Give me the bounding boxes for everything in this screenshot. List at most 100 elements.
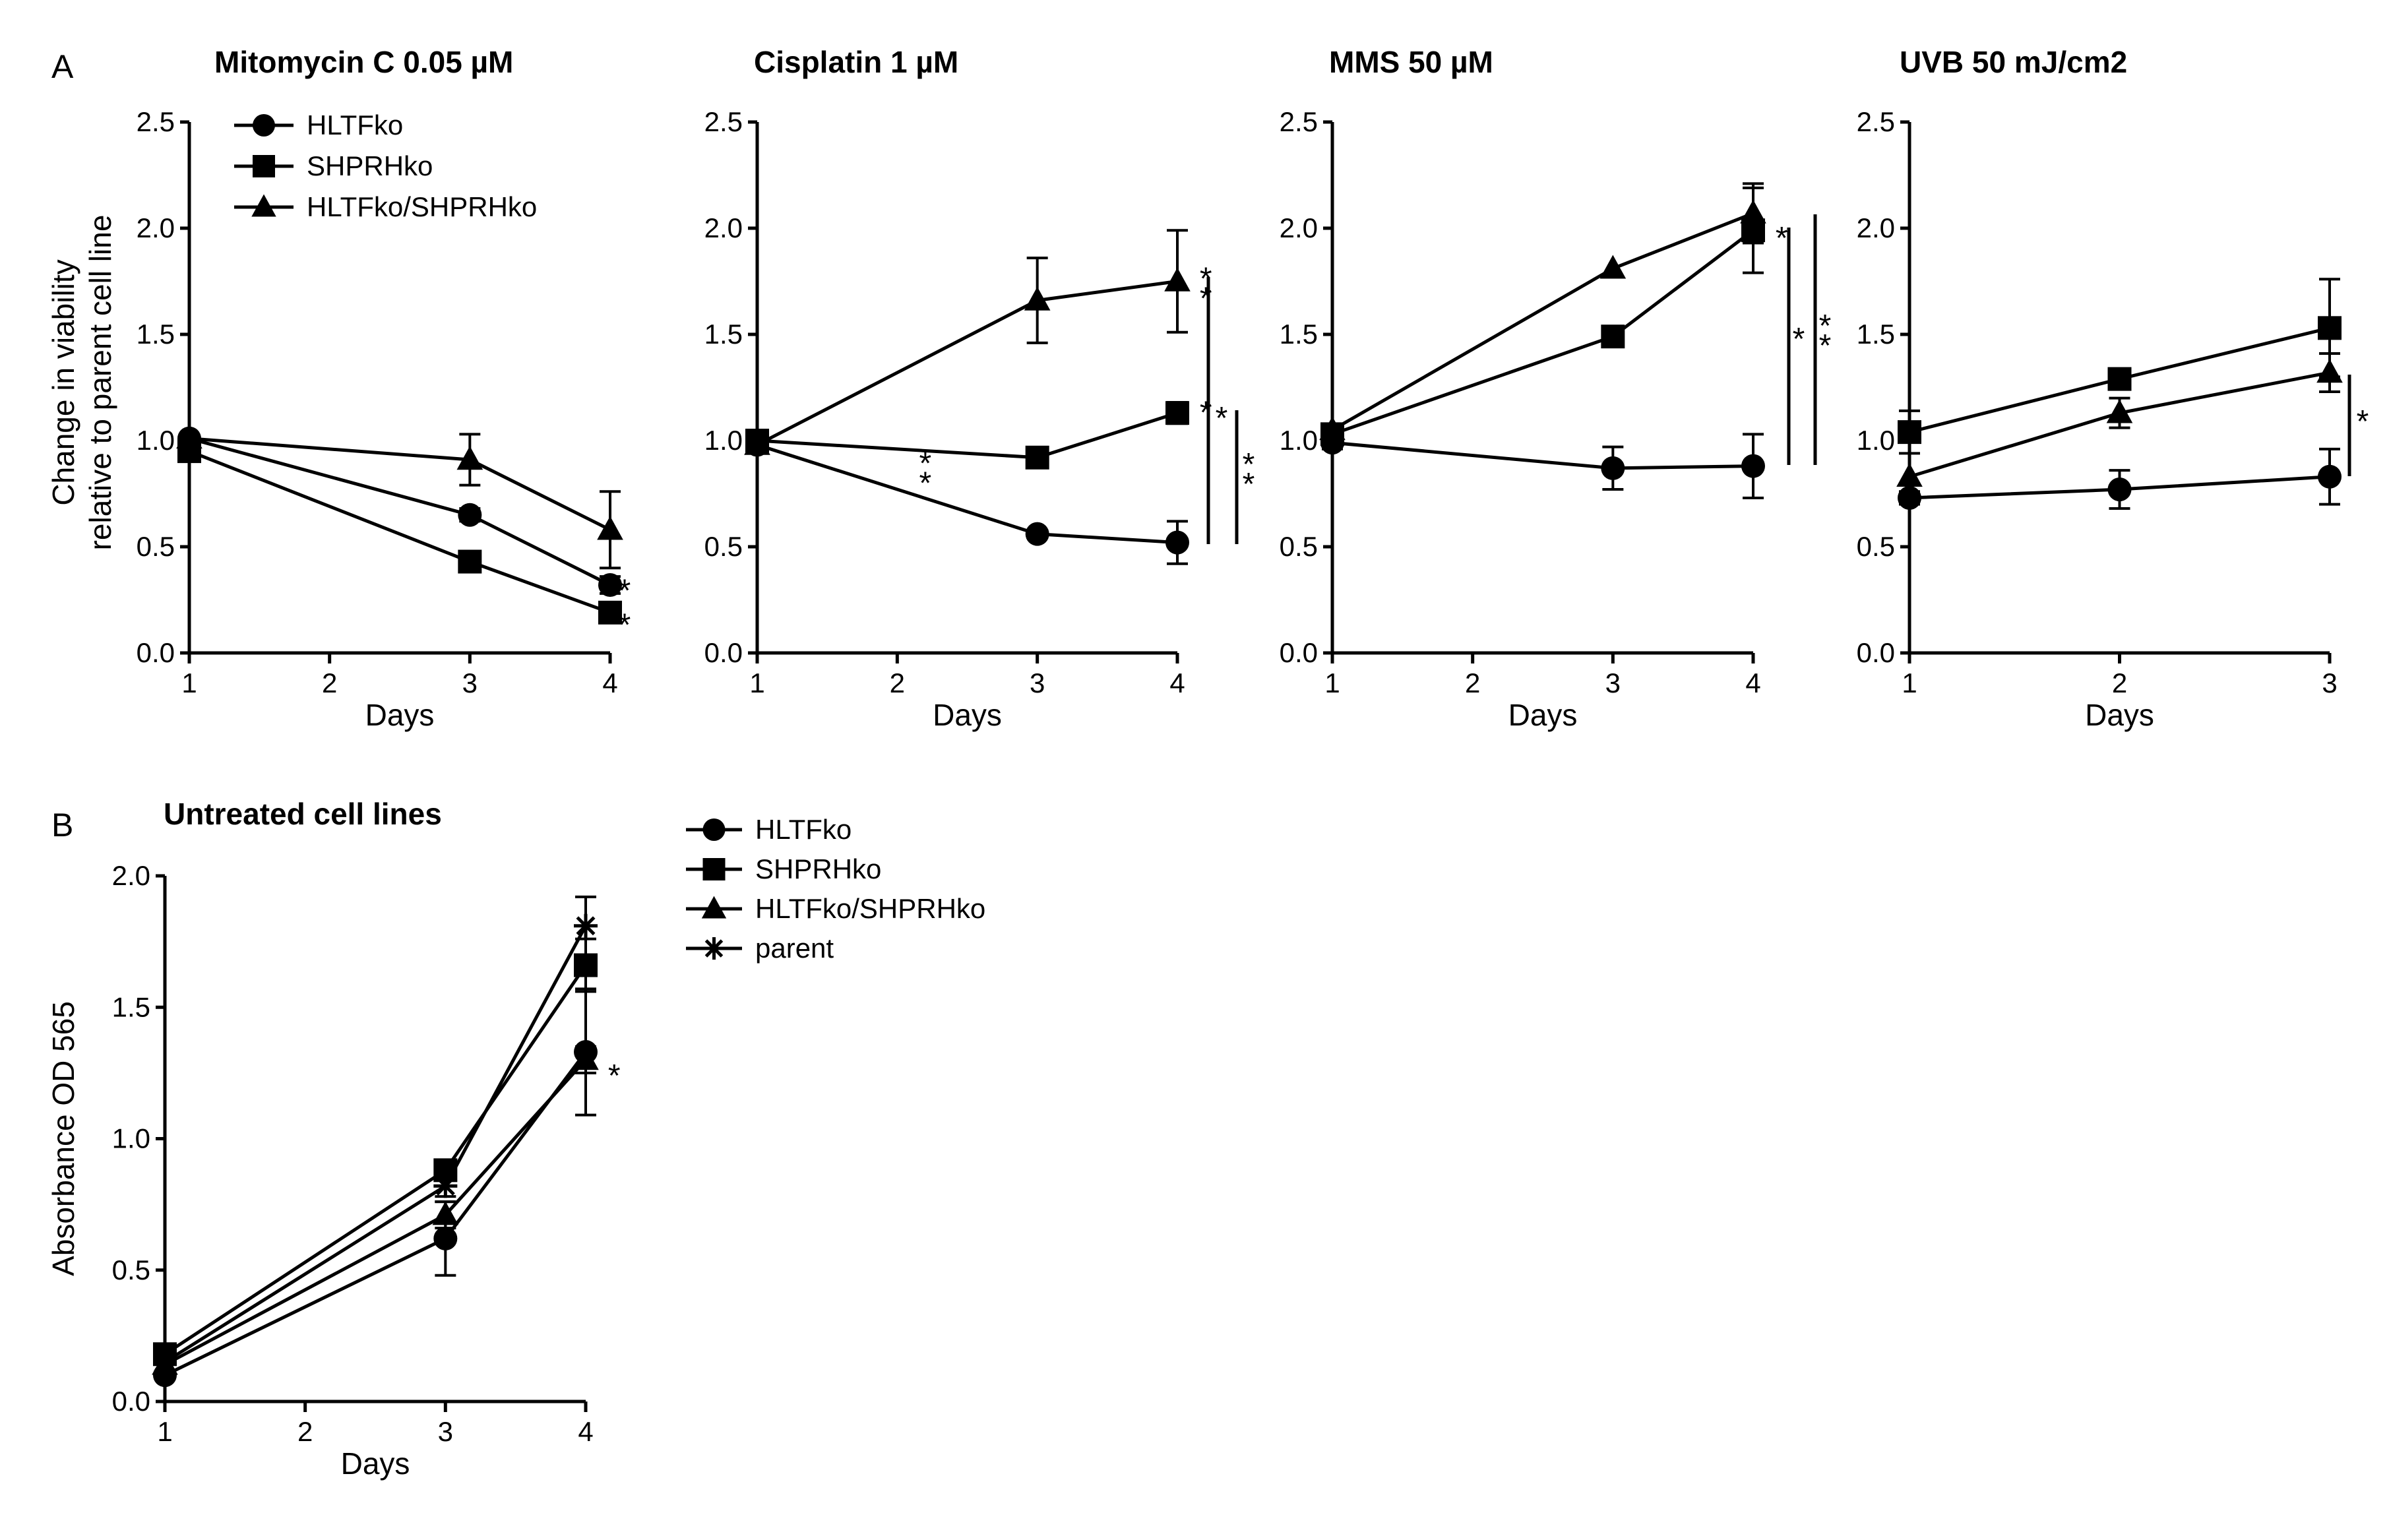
data-point: [433, 1174, 458, 1198]
legend-b-marker-0: [702, 818, 726, 841]
legend-b-label-hltfko: HLTFko: [755, 814, 852, 845]
chart-3-x-tick-label: 2: [2112, 667, 2127, 698]
significance-mark: *: [1200, 282, 1212, 317]
data-point: [2316, 359, 2343, 383]
chart-3-x-label: Days: [2085, 698, 2154, 732]
series-line: [757, 443, 1178, 545]
data-point: [598, 600, 622, 625]
data-point: [1024, 286, 1051, 311]
series-line: [164, 925, 588, 1364]
legend-b-label-parent: parent: [755, 933, 834, 964]
chart-4: Untreated cell lines 0.0 0.5 1.0 1.5 2.0 1 2 3 4 D…: [46, 797, 621, 1481]
significance-mark: *: [1776, 221, 1788, 256]
series-line: [189, 437, 611, 587]
chart-3-y-tick-label: 2.5: [1857, 106, 1895, 137]
panel-label-b: B: [51, 807, 73, 844]
legend-b-label-shprhko: SHPRHko: [755, 853, 881, 884]
chart-0-series-hltfko: [177, 426, 622, 597]
comparison-brackets: **** ***: [1206, 214, 2369, 544]
chart-0-x-label: Days: [365, 698, 435, 732]
chart-4-x-tick-label: 4: [578, 1416, 593, 1447]
chart-0-x-tick-label: 3: [462, 667, 478, 698]
series-line: [189, 437, 611, 532]
chart-3-title: UVB 50 mJ/cm2: [1900, 45, 2127, 79]
data-point: [1165, 401, 1189, 425]
legend-b-marker-2: [701, 896, 727, 919]
data-point: [456, 446, 483, 470]
chart-0-x-tick-label: 1: [181, 667, 197, 698]
chart-4-y-tick-label: 0.0: [112, 1386, 150, 1417]
data-point: [1164, 267, 1191, 292]
data-point: [2107, 367, 2132, 391]
chart-1-title: Cisplatin 1 µM: [754, 45, 958, 79]
chart-3-series-hltfko: [1898, 447, 2342, 510]
series-line: [164, 1059, 587, 1367]
data-point: [1601, 456, 1625, 480]
chart-3-y-tick-label: 1.5: [1857, 319, 1895, 350]
bracket-significance: *: [1216, 401, 1228, 436]
chart-2-y-tick-label: 1.0: [1280, 425, 1318, 456]
chart-4-series-hltfko-shprhko: [152, 1045, 599, 1375]
data-point: [1740, 199, 1766, 224]
chart-4-y-tick-label: 1.0: [112, 1123, 150, 1154]
legend-b-label-double: HLTFko/SHPRHko: [755, 893, 985, 924]
chart-1-y-tick-label: 2.5: [704, 106, 743, 137]
data-point: [458, 503, 482, 527]
legend-a-marker-0: [253, 114, 275, 137]
data-point: [458, 549, 482, 574]
chart-4-series-shprhko: [153, 937, 598, 1367]
bracket-significance: *: [1819, 328, 1832, 363]
data-point-stroke: [576, 916, 596, 936]
legend-b-marker-1: [702, 858, 726, 880]
data-point: [1599, 255, 1627, 279]
data-point: [744, 431, 770, 455]
chart-2-y-tick-label: 2.0: [1280, 212, 1318, 243]
chart-2-x-tick-label: 3: [1605, 667, 1621, 698]
data-point: [574, 913, 598, 938]
chart-1-x-tick-label: 2: [890, 667, 905, 698]
chart-0-y-tick-label: 2.0: [137, 212, 175, 243]
data-point: [433, 1226, 458, 1250]
data-point: [1319, 416, 1346, 441]
data-point: [597, 516, 623, 540]
bracket-significance: *: [2357, 404, 2369, 439]
significance-mark: *: [608, 1059, 621, 1093]
chart-1-y-tick-label: 0.0: [704, 637, 743, 668]
chart-0-title: Mitomycin C 0.05 µM: [214, 45, 513, 79]
legend-a-label-shprhko: SHPRHko: [307, 150, 433, 181]
significance-mark: *: [919, 447, 931, 481]
chart-4-x-label: Days: [341, 1446, 410, 1481]
bracket-significance: *: [1819, 309, 1832, 344]
chart-2-y-tick-label: 0.5: [1280, 531, 1318, 562]
chart-1-x-tick-label: 1: [749, 667, 764, 698]
data-point: [1741, 454, 1765, 478]
chart-3-x-tick-label: 1: [1902, 667, 1917, 698]
chart-1-series-shprhko: [745, 401, 1189, 470]
chart-0-x-tick-label: 2: [322, 667, 337, 698]
chart-3-series-hltfko-shprhko: [1896, 352, 2343, 487]
chart-1-y-tick-label: 1.0: [704, 425, 743, 456]
data-point: [2318, 316, 2342, 340]
chart-3-x-tick-label: 3: [2322, 667, 2337, 698]
chart-4-x-tick-label: 1: [157, 1416, 172, 1447]
data-point: [2107, 477, 2132, 502]
chart-4-y-label: Absorbance OD 565: [46, 1001, 80, 1276]
significance-mark: *: [619, 607, 631, 642]
chart-4-y-tick-label: 2.0: [112, 860, 150, 891]
chart-4-y-tick-label: 1.5: [112, 991, 150, 1022]
chart-2-x-label: Days: [1508, 698, 1578, 732]
data-point: [1896, 463, 1923, 487]
chart-2-series-hltfko: [1320, 431, 1765, 499]
chart-1-x-tick-label: 4: [1169, 667, 1185, 698]
chart-4-y-tick-label: 0.5: [112, 1254, 150, 1285]
chart-1-x-label: Days: [933, 698, 1002, 732]
legend-b-marker-3-stroke: [704, 939, 724, 958]
data-point: [573, 1046, 599, 1070]
chart-4-x-tick-label: 3: [438, 1416, 453, 1447]
chart-2-series-hltfko-shprhko: [1319, 182, 1766, 441]
chart-2: MMS 50 µM 0.0 0.5 1.0 1.5 2.0 2.5 1 2 3 4 Days *: [1280, 45, 1788, 732]
data-point: [2318, 464, 2342, 489]
series-line: [757, 411, 1178, 460]
chart-3-y-tick-label: 0.0: [1857, 637, 1895, 668]
data-point: [1025, 445, 1049, 470]
